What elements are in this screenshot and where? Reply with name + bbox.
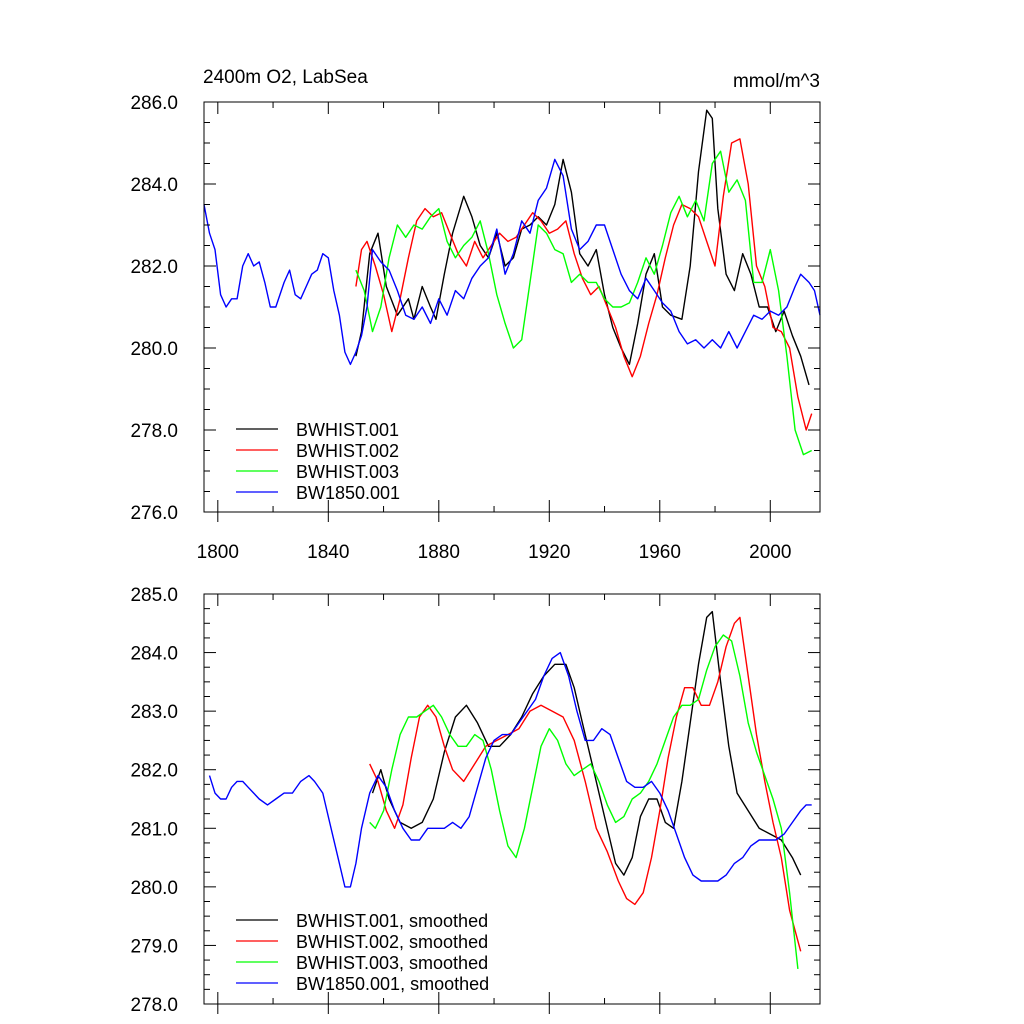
y-tick-label-284-0: 284.0 bbox=[130, 175, 178, 196]
x-tick-label-1880: 1880 bbox=[418, 542, 460, 563]
x-tick-label-1960: 1960 bbox=[639, 542, 681, 563]
series-line-bwhist-001-smoothed bbox=[371, 610, 802, 876]
y-tick-label-282-0: 282.0 bbox=[130, 257, 178, 278]
y-tick-label-276-0: 276.0 bbox=[130, 503, 178, 524]
top-series-layer bbox=[203, 109, 821, 456]
series-line-bwhist-003 bbox=[355, 150, 813, 456]
legend-label-bw1850-001-smoothed: BW1850.001, smoothed bbox=[296, 974, 489, 994]
x-tick-label-1800: 1800 bbox=[197, 542, 239, 563]
top-legend: BWHIST.001 BWHIST.002 BWHIST.003 BW1850.… bbox=[236, 420, 400, 503]
legend-label-bwhist-003-smoothed: BWHIST.003, smoothed bbox=[296, 953, 488, 973]
y-tick-label-286-0: 286.0 bbox=[130, 93, 178, 114]
y-tick-label-285-0: 285.0 bbox=[130, 585, 178, 606]
y-tick-label-280-0: 280.0 bbox=[130, 878, 178, 899]
series-line-bwhist-001 bbox=[355, 109, 810, 386]
x-tick-label-1920: 1920 bbox=[528, 542, 570, 563]
y-tick-label-278-0: 278.0 bbox=[130, 421, 178, 442]
y-tick-label-279-0: 279.0 bbox=[130, 936, 178, 957]
x-tick-label-1840: 1840 bbox=[307, 542, 349, 563]
bottom-series-layer bbox=[208, 610, 812, 969]
top-ticks-layer: 1800 1840 1880 1920 1960 2000 276.0 278.0 280.0 2… bbox=[130, 93, 820, 563]
legend-label-bwhist-002: BWHIST.002 bbox=[296, 441, 399, 461]
y-tick-label-283-0: 283.0 bbox=[130, 702, 178, 723]
series-line-bwhist-002 bbox=[355, 138, 813, 431]
y-tick-label-282-0: 282.0 bbox=[130, 761, 178, 782]
series-line-bw1850-001 bbox=[203, 158, 821, 366]
bottom-legend: BWHIST.001, smoothed BWHIST.002, smoothe… bbox=[236, 911, 489, 994]
top-panel: 2400m O2, LabSea mmol/m^3 1800 1840 1880 19… bbox=[130, 67, 821, 563]
y-tick-label-280-0: 280.0 bbox=[130, 339, 178, 360]
legend-label-bwhist-002-smoothed: BWHIST.002, smoothed bbox=[296, 932, 488, 952]
chart-title: 2400m O2, LabSea bbox=[203, 67, 368, 88]
y-tick-label-278-0: 278.0 bbox=[130, 995, 178, 1016]
series-line-bwhist-002-smoothed bbox=[369, 616, 802, 952]
series-line-bw1850-001-smoothed bbox=[208, 651, 812, 888]
legend-label-bw1850-001: BW1850.001 bbox=[296, 483, 400, 503]
x-tick-label-2000: 2000 bbox=[749, 542, 791, 563]
y-tick-label-281-0: 281.0 bbox=[130, 819, 178, 840]
y-tick-label-284-0: 284.0 bbox=[130, 644, 178, 665]
bottom-panel: 278.0 279.0 280.0 281.0 282.0 283.0 284.0 285.0… bbox=[130, 585, 821, 1016]
legend-label-bwhist-001: BWHIST.001 bbox=[296, 420, 399, 440]
legend-label-bwhist-001-smoothed: BWHIST.001, smoothed bbox=[296, 911, 488, 931]
series-line-bwhist-003-smoothed bbox=[369, 634, 799, 969]
bottom-ticks-layer: 278.0 279.0 280.0 281.0 282.0 283.0 284.0 285.0 bbox=[130, 585, 820, 1016]
legend-label-bwhist-003: BWHIST.003 bbox=[296, 462, 399, 482]
units-label: mmol/m^3 bbox=[733, 71, 820, 92]
